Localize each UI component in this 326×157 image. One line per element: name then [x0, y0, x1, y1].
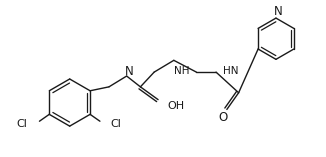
Text: OH: OH	[167, 100, 184, 111]
Text: N: N	[125, 65, 134, 78]
Text: NH: NH	[174, 66, 189, 76]
Text: O: O	[218, 111, 228, 124]
Text: N: N	[274, 5, 282, 18]
Text: HN: HN	[223, 66, 238, 76]
Text: Cl: Cl	[111, 119, 122, 129]
Text: Cl: Cl	[17, 119, 28, 129]
